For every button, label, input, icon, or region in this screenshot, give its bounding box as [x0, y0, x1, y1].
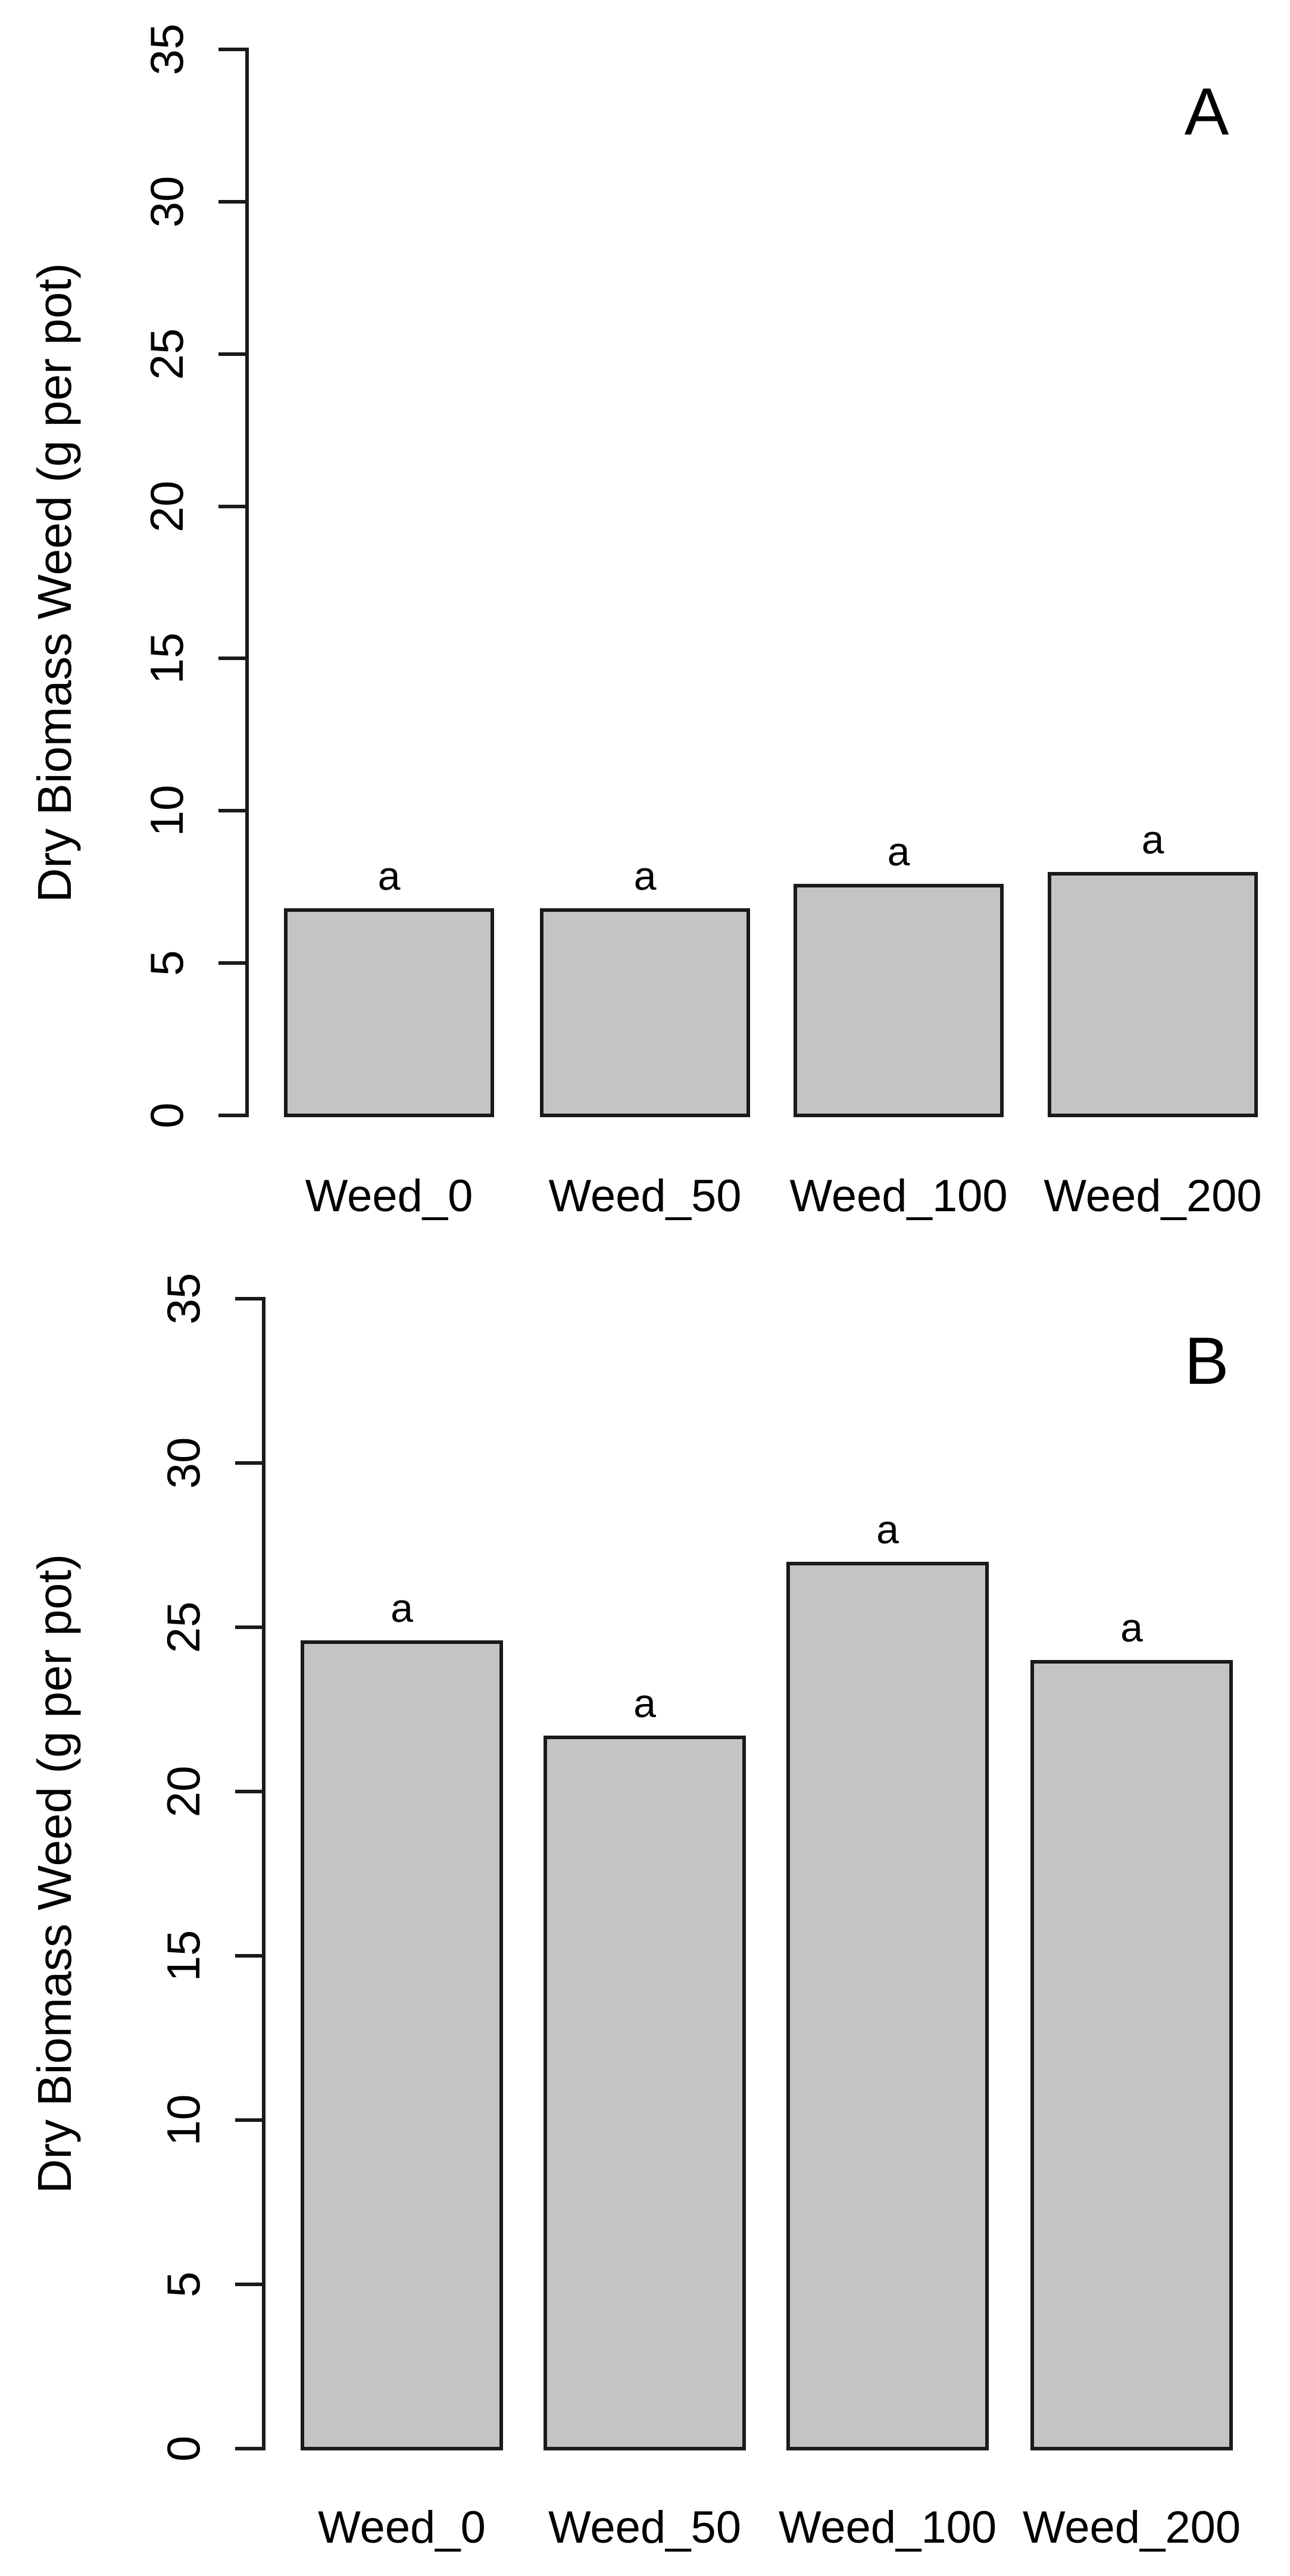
panel-letter-b: B — [1184, 1324, 1229, 1398]
x-category-label: Weed_50 — [548, 2502, 741, 2553]
bar-weed_0 — [301, 1640, 503, 2450]
bar-weed_200 — [1048, 871, 1258, 1117]
panel-letter-a: A — [1184, 74, 1229, 149]
y-tick-mark — [235, 2118, 264, 2122]
y-tick-label: 20 — [157, 1765, 210, 1818]
bar-significance-letter: a — [391, 1586, 413, 1631]
x-category-label: Weed_50 — [548, 1171, 742, 1221]
y-axis-line — [262, 1297, 266, 2450]
bar-significance-letter: a — [1120, 1605, 1143, 1651]
y-tick-mark — [218, 656, 247, 661]
bar-weed_0 — [284, 908, 494, 1117]
y-axis-line — [245, 48, 249, 1117]
bar-weed_200 — [1030, 1660, 1233, 2450]
bar-significance-letter: a — [633, 854, 657, 899]
y-tick-label: 30 — [157, 1437, 210, 1489]
x-category-label: Weed_100 — [789, 1171, 1008, 1221]
y-tick-mark — [218, 199, 247, 204]
y-tick-label: 35 — [157, 1273, 210, 1325]
y-tick-mark — [235, 2283, 264, 2286]
bar-significance-letter: a — [876, 1506, 899, 1552]
y-tick-label: 5 — [157, 2271, 210, 2297]
y-tick-mark — [218, 961, 247, 965]
y-tick-label: 15 — [157, 1930, 210, 1982]
bar-significance-letter: a — [633, 1681, 656, 1727]
y-tick-mark — [235, 1297, 264, 1300]
y-tick-label: 10 — [157, 2094, 210, 2146]
y-tick-label: 25 — [157, 1601, 210, 1653]
y-tick-label: 0 — [157, 2436, 210, 2462]
bar-weed_100 — [794, 884, 1004, 1117]
x-category-label: Weed_100 — [778, 2502, 997, 2553]
y-tick-mark — [235, 1461, 264, 1465]
bar-weed_50 — [544, 1736, 746, 2450]
bar-significance-letter: a — [887, 829, 910, 875]
y-tick-mark — [235, 1625, 264, 1629]
y-tick-mark — [235, 1954, 264, 1958]
bar-significance-letter: a — [1141, 817, 1164, 862]
y-axis-title: Dry Biomass Weed (g per pot) — [28, 1553, 81, 2194]
x-category-label: Weed_200 — [1044, 1171, 1262, 1221]
y-tick-mark — [218, 504, 247, 508]
y-tick-mark — [218, 1114, 247, 1117]
bar-weed_100 — [786, 1561, 989, 2450]
y-tick-mark — [218, 809, 247, 813]
y-tick-mark — [235, 1790, 264, 1793]
x-category-label: Weed_200 — [1022, 2502, 1241, 2553]
x-category-label: Weed_0 — [318, 2502, 486, 2553]
bar-weed_50 — [540, 908, 750, 1117]
x-category-label: Weed_0 — [305, 1171, 473, 1221]
y-tick-mark — [218, 48, 247, 51]
y-tick-mark — [218, 352, 247, 356]
bar-significance-letter: a — [377, 854, 401, 899]
y-tick-mark — [235, 2447, 264, 2450]
